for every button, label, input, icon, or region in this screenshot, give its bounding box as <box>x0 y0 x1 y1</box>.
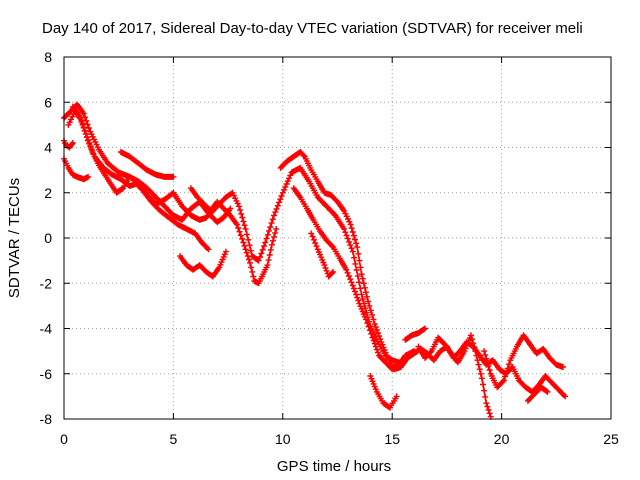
series-arc-11 <box>308 230 337 280</box>
x-tick-label: 15 <box>384 431 400 447</box>
y-tick-label: -6 <box>40 366 53 382</box>
series-markers <box>367 373 400 411</box>
y-tick-label: 6 <box>44 94 52 110</box>
x-tick-label: 20 <box>494 431 510 447</box>
series-markers <box>402 325 428 343</box>
chart-title: Day 140 of 2017, Sidereal Day-to-day VTE… <box>42 20 583 37</box>
grid <box>64 57 611 419</box>
series-markers <box>177 248 229 280</box>
series-arc-3 <box>69 103 234 226</box>
series-arc-15 <box>481 332 566 391</box>
y-axis-label: SDTVAR / TECUs <box>6 178 23 298</box>
series-arc-8 <box>187 185 280 287</box>
series-arc-7 <box>177 248 229 280</box>
series-arc-13 <box>402 325 428 343</box>
series-markers <box>117 149 177 180</box>
series-markers <box>481 332 566 391</box>
series-markers <box>277 149 569 400</box>
series-markers <box>415 332 494 420</box>
series-markers <box>69 103 234 226</box>
series-arc-14 <box>415 332 494 420</box>
y-tick-label: 2 <box>44 185 52 201</box>
series-markers <box>308 230 337 280</box>
y-tick-label: -2 <box>40 275 53 291</box>
series-arc-6 <box>117 149 177 180</box>
series-arc-12 <box>367 373 400 411</box>
series-arc-4 <box>61 155 92 183</box>
y-tick-label: 8 <box>44 49 52 65</box>
x-tick-label: 10 <box>275 431 291 447</box>
y-tick-label: 4 <box>44 140 52 156</box>
data-series <box>61 101 569 420</box>
series-arc-16 <box>524 384 551 404</box>
y-tick-label: 0 <box>44 230 52 246</box>
x-axis-label: GPS time / hours <box>277 458 391 475</box>
series-markers <box>290 185 418 373</box>
x-tick-label: 5 <box>170 431 178 447</box>
y-tick-label: -4 <box>40 321 53 337</box>
series-arc-10 <box>290 185 418 373</box>
x-tick-label: 0 <box>60 431 68 447</box>
y-tick-label: -8 <box>40 411 53 427</box>
x-tick-label: 25 <box>603 431 619 447</box>
series-markers <box>524 384 551 404</box>
series-markers <box>187 185 280 287</box>
